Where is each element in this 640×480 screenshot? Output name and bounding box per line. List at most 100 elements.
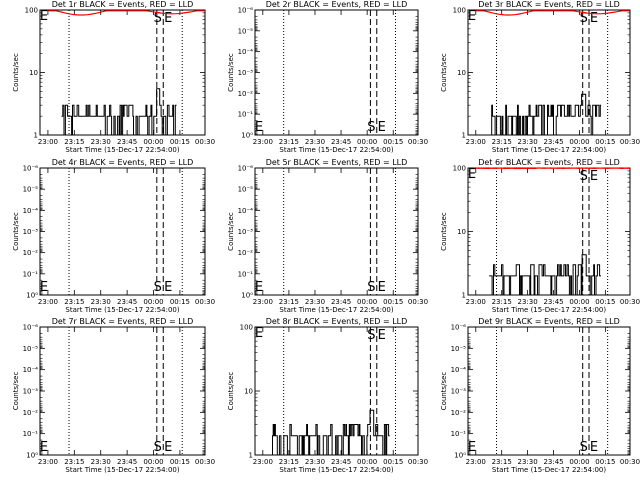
- y-tick-label: 10⁻³: [451, 388, 467, 396]
- x-tick-label: 23:45: [543, 138, 563, 146]
- x-tick-label: 00:15: [170, 138, 190, 146]
- start-marker-label: S: [580, 11, 588, 26]
- x-tick-label: 23:30: [305, 458, 325, 466]
- panel-title: Det 3r BLACK = Events, RED = LLD: [478, 0, 620, 9]
- y-tick-label: 10⁻³: [23, 228, 39, 236]
- y-tick-label: 10⁻³: [23, 388, 39, 396]
- y-axis-label: Counts/sec: [440, 372, 448, 411]
- events-trace: [61, 88, 177, 136]
- y-tick-label: 10: [457, 69, 466, 77]
- x-tick-label: 00:00: [357, 298, 377, 306]
- edge-marker-label: E: [255, 326, 263, 341]
- panel-title: Det 4r BLACK = Events, RED = LLD: [52, 158, 194, 167]
- start-marker-label: S: [367, 120, 375, 135]
- y-axis-label: Counts/sec: [12, 372, 20, 411]
- x-tick-label: 00:30: [620, 138, 640, 146]
- y-tick-label: 10⁻¹: [238, 270, 254, 278]
- x-tick-label: 23:30: [305, 138, 325, 146]
- y-tick-label: 10⁻²: [238, 249, 254, 257]
- edge-marker-label: E: [40, 440, 48, 455]
- y-tick-label: 10: [457, 228, 466, 236]
- edge-marker-label: E: [468, 167, 476, 182]
- x-tick-label: 00:00: [143, 298, 163, 306]
- x-tick-label: 23:00: [38, 458, 58, 466]
- x-tick-label: 00:00: [357, 458, 377, 466]
- x-tick-label: 23:30: [91, 298, 111, 306]
- end-marker-label: E: [164, 280, 172, 295]
- x-tick-label: 23:15: [279, 298, 299, 306]
- x-tick-label: 00:00: [569, 298, 589, 306]
- y-tick-label: 1: [462, 132, 466, 140]
- x-tick-label: 23:00: [253, 298, 273, 306]
- y-tick-label: 10: [29, 69, 38, 77]
- x-tick-label: 00:15: [170, 298, 190, 306]
- y-tick-label: 10⁻²: [451, 409, 467, 417]
- start-marker-label: S: [154, 440, 162, 455]
- y-tick-label: 10⁻⁴: [451, 366, 467, 374]
- x-tick-label: 00:00: [143, 138, 163, 146]
- x-tick-label: 00:15: [595, 138, 615, 146]
- edge-marker-label: E: [40, 9, 48, 24]
- edge-marker-label: E: [468, 9, 476, 24]
- x-axis-label: Start Time (15-Dec-17 22:54:00): [492, 466, 606, 474]
- panel-det-2: Det 2r BLACK = Events, RED = LLD 10⁰ 10⁻¹ 1…: [227, 0, 428, 154]
- x-tick-label: 00:15: [383, 138, 403, 146]
- y-tick-label: 10⁻⁶: [23, 165, 39, 173]
- x-tick-label: 23:15: [64, 298, 84, 306]
- panel-title: Det 2r BLACK = Events, RED = LLD: [266, 0, 408, 9]
- y-axis-label: Counts/sec: [440, 212, 448, 251]
- x-tick-label: 00:30: [620, 298, 640, 306]
- y-axis-label: Counts/sec: [12, 212, 20, 251]
- y-tick-label: 10⁰: [454, 452, 466, 460]
- y-tick-label: 10⁰: [26, 452, 38, 460]
- y-tick-label: 10: [244, 388, 253, 396]
- events-trace: [271, 409, 390, 456]
- y-tick-label: 10⁻¹: [23, 270, 39, 278]
- y-tick-label: 10⁻⁴: [238, 48, 254, 56]
- end-marker-label: E: [164, 11, 172, 26]
- y-tick-label: 10⁻⁶: [238, 7, 254, 15]
- edge-marker-label: E: [255, 120, 263, 135]
- y-tick-label: 10⁻²: [23, 409, 39, 417]
- x-tick-label: 23:45: [543, 298, 563, 306]
- edge-marker-label: E: [40, 280, 48, 295]
- x-tick-label: 23:30: [518, 458, 538, 466]
- start-marker-label: S: [367, 280, 375, 295]
- x-tick-label: 23:15: [279, 458, 299, 466]
- x-tick-label: 00:15: [170, 458, 190, 466]
- y-tick-label: 100: [25, 7, 38, 15]
- panel-det-3: Det 3r BLACK = Events, RED = LLD 1 10 100 23…: [440, 0, 640, 154]
- x-tick-label: 23:15: [492, 138, 512, 146]
- x-tick-label: 00:30: [195, 298, 215, 306]
- y-axis-label: Counts/sec: [227, 372, 235, 411]
- panel-title: Det 8r BLACK = Events, RED = LLD: [266, 317, 408, 326]
- x-tick-label: 23:30: [305, 298, 325, 306]
- y-tick-label: 10⁻¹: [238, 111, 254, 119]
- y-tick-label: 10⁻⁶: [23, 324, 39, 332]
- x-axis-label: Start Time (15-Dec-17 22:54:00): [492, 306, 606, 314]
- panel-det-7: Det 7r BLACK = Events, RED = LLD 10⁰ 10⁻¹ 1…: [12, 317, 215, 474]
- end-marker-label: E: [590, 11, 598, 26]
- x-axis-label: Start Time (15-Dec-17 22:54:00): [279, 146, 393, 154]
- y-tick-label: 10⁰: [241, 292, 253, 300]
- x-tick-label: 00:15: [383, 458, 403, 466]
- panel-title: Det 9r BLACK = Events, RED = LLD: [478, 317, 620, 326]
- x-tick-label: 00:15: [383, 298, 403, 306]
- panel-title: Det 7r BLACK = Events, RED = LLD: [52, 317, 194, 326]
- end-marker-label: E: [378, 280, 386, 295]
- panel-det-4: Det 4r BLACK = Events, RED = LLD 10⁰ 10⁻¹ 1…: [12, 158, 215, 314]
- x-tick-label: 23:00: [38, 298, 58, 306]
- y-tick-label: 10⁻⁶: [451, 324, 467, 332]
- lld-trace: [476, 167, 631, 170]
- plot-frame: [467, 326, 631, 456]
- start-marker-label: S: [367, 328, 375, 343]
- x-tick-label: 00:00: [357, 138, 377, 146]
- x-axis-label: Start Time (15-Dec-17 22:54:00): [492, 146, 606, 154]
- panel-det-9: Det 9r BLACK = Events, RED = LLD 10⁰ 10⁻¹ 1…: [440, 317, 640, 474]
- x-tick-label: 23:15: [492, 298, 512, 306]
- x-tick-label: 00:00: [569, 458, 589, 466]
- plot-frame: [254, 167, 419, 296]
- x-tick-label: 23:00: [466, 458, 486, 466]
- x-tick-label: 23:15: [64, 138, 84, 146]
- end-marker-label: E: [378, 328, 386, 343]
